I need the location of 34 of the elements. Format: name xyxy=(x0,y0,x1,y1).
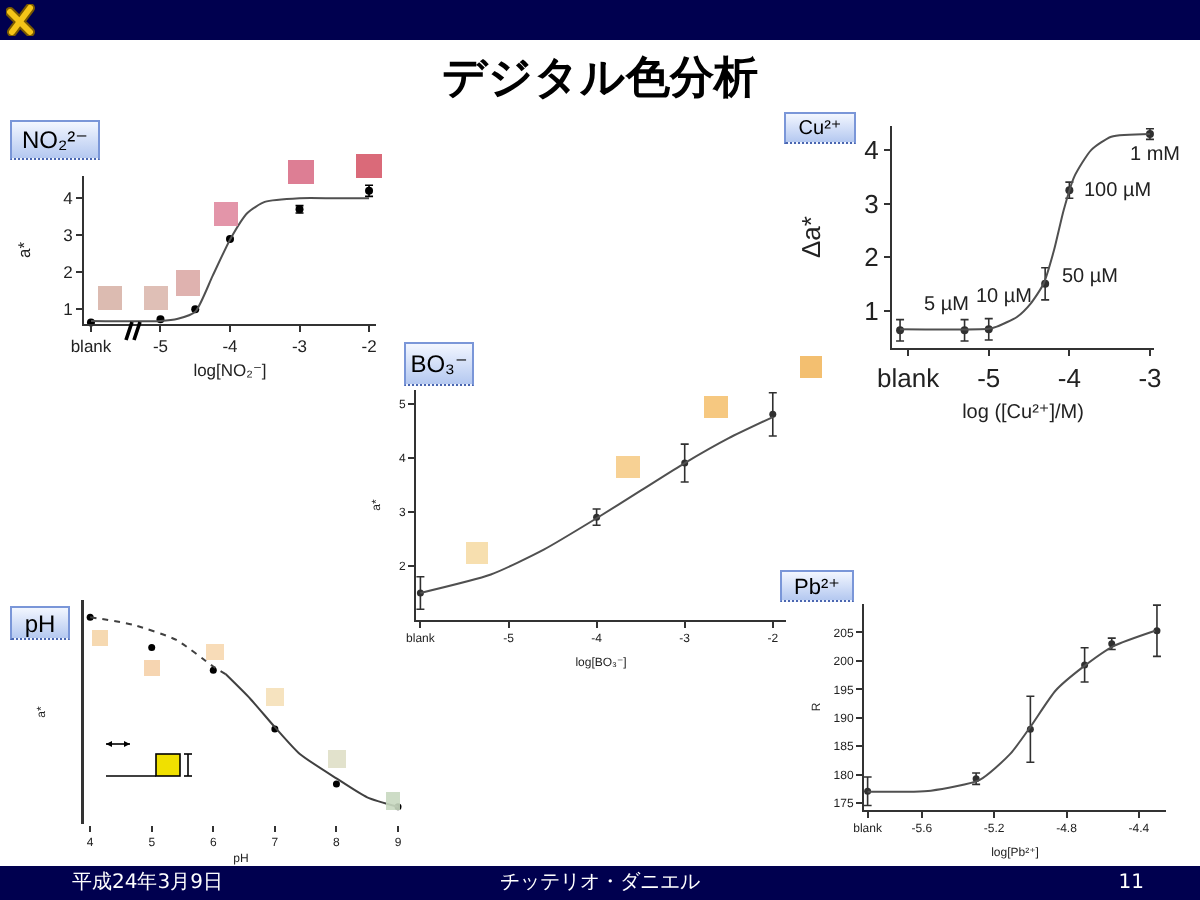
x-tick-label: -3 xyxy=(1138,363,1162,394)
annotation: 1 mM xyxy=(1130,144,1180,166)
y-tick-label: 1 xyxy=(63,299,74,320)
text: デジタル色分析 xyxy=(440,54,760,106)
chart-title: pH xyxy=(10,606,70,640)
x-tick-label: -4 xyxy=(222,336,239,357)
annotation: 100 µM xyxy=(1084,180,1152,202)
x-tick-label: -5 xyxy=(977,363,1001,394)
x-tick-label: blank xyxy=(877,363,941,394)
text: チッテリオ・ダニエル xyxy=(498,870,702,896)
y-tick-label: 4 xyxy=(864,135,879,166)
x-tick-label: -5 xyxy=(152,336,169,357)
y-axis-title: a* xyxy=(14,240,34,259)
x-tick-label: -2 xyxy=(361,336,378,357)
x-tick-label: -3 xyxy=(291,336,308,357)
y-tick-label: 3 xyxy=(63,225,74,246)
y-tick-label: 3 xyxy=(864,188,879,219)
text: 平成24年3月9日 xyxy=(72,870,223,896)
annotation: 5 µM xyxy=(924,294,969,316)
x-axis-title: log ([Cu²⁺]/M) xyxy=(962,402,1084,424)
chart-title: NO₂²⁻ xyxy=(10,120,100,160)
annotation: 10 µM xyxy=(976,286,1032,308)
y-tick-label: 2 xyxy=(63,262,74,283)
chart-title: Cu²⁺ xyxy=(784,112,856,144)
y-tick-label: 4 xyxy=(63,188,74,209)
y-tick-label: 2 xyxy=(864,242,879,273)
x-tick-label: -4 xyxy=(1057,363,1081,394)
chart-title: Pb²⁺ xyxy=(780,570,854,602)
x-axis-title: log[NO₂⁻] xyxy=(193,360,267,380)
y-axis-title: Δa* xyxy=(796,216,826,258)
annotation: 50 µM xyxy=(1062,266,1118,288)
y-tick-label: 1 xyxy=(864,295,879,326)
text: 11 xyxy=(1118,870,1144,896)
chart-title: BO₃⁻ xyxy=(404,342,474,386)
